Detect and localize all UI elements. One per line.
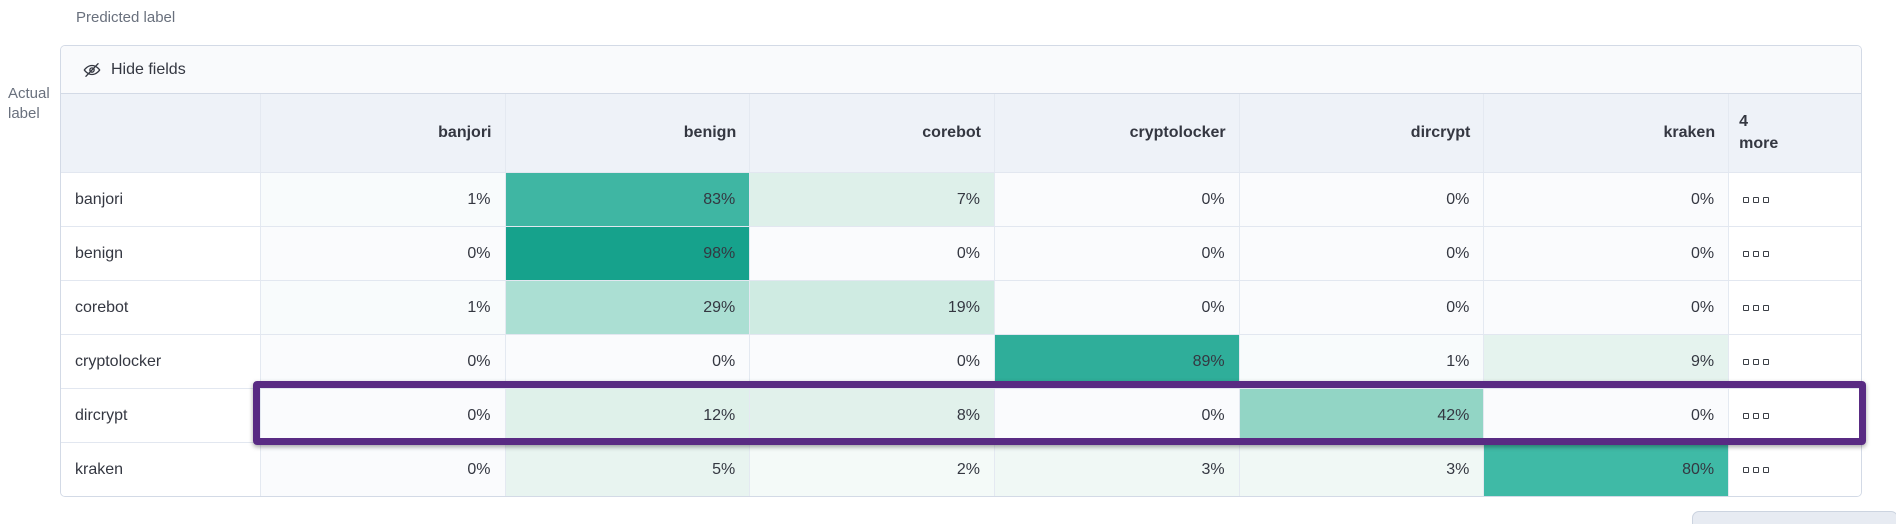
matrix-cell: 29% [505,281,751,334]
column-header-dircrypt: dircrypt [1239,94,1485,172]
matrix-cell: 3% [994,443,1240,496]
horizontal-scrollbar[interactable] [1692,511,1896,524]
boxes-horizontal-icon[interactable] [1743,412,1770,419]
boxes-horizontal-icon[interactable] [1743,196,1770,203]
row-actions-cell [1729,227,1861,280]
table-row-dircrypt: dircrypt 0% 12% 8% 0% 42% 0% [61,388,1861,442]
matrix-cell: 0% [260,227,506,280]
table-row-banjori: banjori 1% 83% 7% 0% 0% 0% [61,172,1861,226]
matrix-cell: 8% [750,389,995,442]
matrix-cell: 42% [1239,389,1485,442]
boxes-horizontal-icon[interactable] [1743,358,1770,365]
matrix-cell: 0% [1484,173,1730,226]
column-header-benign: benign [505,94,751,172]
column-header-corebot: corebot [750,94,995,172]
matrix-cell: 0% [1484,281,1730,334]
row-label: banjori [61,173,261,226]
matrix-cell: 98% [505,227,751,280]
table-row-benign: benign 0% 98% 0% 0% 0% 0% [61,226,1861,280]
table-row-cryptolocker: cryptolocker 0% 0% 0% 89% 1% 9% [61,334,1861,388]
column-header-kraken: kraken [1484,94,1730,172]
column-header-banjori: banjori [260,94,506,172]
matrix-cell: 83% [505,173,751,226]
matrix-cell: 0% [750,335,995,388]
table-row-kraken: kraken 0% 5% 2% 3% 3% 80% [61,442,1861,496]
matrix-cell: 12% [505,389,751,442]
matrix-cell: 0% [1239,173,1485,226]
matrix-cell: 0% [505,335,751,388]
row-label: corebot [61,281,261,334]
row-actions-cell [1729,389,1861,442]
matrix-cell: 89% [994,335,1240,388]
matrix-cell: 0% [1239,281,1485,334]
boxes-horizontal-icon[interactable] [1743,304,1770,311]
matrix-cell: 3% [1239,443,1485,496]
column-header-more: 4 more [1729,94,1861,172]
matrix-cell: 1% [1239,335,1485,388]
column-header-cryptolocker: cryptolocker [994,94,1240,172]
matrix-cell: 0% [750,227,995,280]
confusion-matrix-grid: Hide fields banjori benign corebot cryptolo… [60,45,1862,497]
matrix-cell: 1% [260,173,506,226]
row-label: cryptolocker [61,335,261,388]
boxes-horizontal-icon[interactable] [1743,466,1770,473]
table-row-corebot: corebot 1% 29% 19% 0% 0% 0% [61,280,1861,334]
eye-closed-icon [83,61,101,79]
matrix-cell: 2% [750,443,995,496]
matrix-cell: 0% [994,173,1240,226]
predicted-axis-label: Predicted label [76,9,176,26]
matrix-cell: 80% [1484,443,1730,496]
matrix-cell: 0% [1484,389,1730,442]
row-actions-cell [1729,335,1861,388]
matrix-cell: 0% [1239,227,1485,280]
hide-fields-button[interactable]: Hide fields [111,60,186,78]
matrix-cell: 0% [1484,227,1730,280]
actual-axis-label: Actual label [8,85,50,123]
grid-toolbar: Hide fields [61,46,1861,94]
boxes-horizontal-icon[interactable] [1743,250,1770,257]
header-row: banjori benign corebot cryptolocker dircrypt… [61,94,1861,172]
row-label: benign [61,227,261,280]
row-label: kraken [61,443,261,496]
matrix-cell: 0% [260,335,506,388]
matrix-cell: 0% [994,389,1240,442]
row-label: dircrypt [61,389,261,442]
matrix-cell: 0% [260,389,506,442]
matrix-cell: 0% [994,281,1240,334]
row-actions-cell [1729,281,1861,334]
matrix-cell: 19% [750,281,995,334]
matrix-cell: 5% [505,443,751,496]
matrix-cell: 9% [1484,335,1730,388]
row-actions-cell [1729,173,1861,226]
matrix-cell: 0% [260,443,506,496]
matrix-cell: 7% [750,173,995,226]
header-corner-cell [61,94,261,172]
matrix-cell: 0% [994,227,1240,280]
matrix-cell: 1% [260,281,506,334]
row-actions-cell [1729,443,1861,496]
